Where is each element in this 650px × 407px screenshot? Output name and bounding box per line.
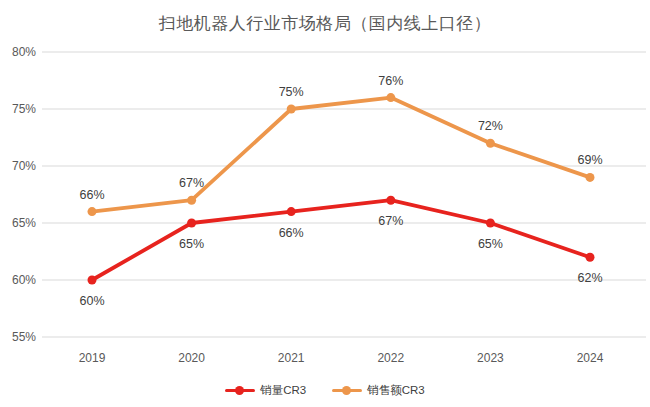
y-axis-tick-label: 60% <box>0 273 36 287</box>
chart-container: 扫地机器人行业市场格局（国内线上口径） 80%75%70%65%60%55% 2… <box>0 0 650 407</box>
data-point-sales-value-cr3-2023 <box>486 139 495 148</box>
data-point-sales-value-cr3-2020 <box>187 196 196 205</box>
y-axis-tick-label: 75% <box>0 102 36 116</box>
x-axis-tick-label: 2022 <box>377 351 404 365</box>
legend-marker-icon <box>225 386 255 395</box>
y-axis-tick-label: 70% <box>0 159 36 173</box>
y-axis-tick-label: 80% <box>0 45 36 59</box>
x-axis-tick-label: 2019 <box>79 351 106 365</box>
data-label-sales-value-cr3-2019: 66% <box>79 188 104 202</box>
data-label-sales-volume-cr3-2020: 65% <box>179 237 204 251</box>
legend-item-sales-volume-cr3: 销量CR3 <box>225 383 306 398</box>
data-point-sales-volume-cr3-2020 <box>187 219 196 228</box>
data-label-sales-value-cr3-2020: 67% <box>179 176 204 190</box>
data-point-sales-value-cr3-2024 <box>586 173 595 182</box>
x-axis-tick-label: 2024 <box>577 351 604 365</box>
data-point-sales-volume-cr3-2021 <box>287 207 296 216</box>
y-axis-tick-label: 65% <box>0 216 36 230</box>
data-label-sales-value-cr3-2021: 75% <box>279 85 304 99</box>
plot-area <box>0 0 650 407</box>
x-axis-tick-label: 2020 <box>178 351 205 365</box>
data-label-sales-volume-cr3-2023: 65% <box>478 237 503 251</box>
legend-item-sales-value-cr3: 销售额CR3 <box>332 383 425 398</box>
legend-label: 销售额CR3 <box>367 383 425 398</box>
series-line-sales-value-cr3 <box>92 98 590 212</box>
data-point-sales-value-cr3-2021 <box>287 105 296 114</box>
data-label-sales-value-cr3-2023: 72% <box>478 119 503 133</box>
data-point-sales-value-cr3-2022 <box>386 93 395 102</box>
legend-label: 销量CR3 <box>260 383 306 398</box>
data-label-sales-volume-cr3-2019: 60% <box>79 294 104 308</box>
series-line-sales-volume-cr3 <box>92 200 590 280</box>
data-label-sales-volume-cr3-2021: 66% <box>279 226 304 240</box>
data-label-sales-volume-cr3-2024: 62% <box>577 271 602 285</box>
legend-dot-icon <box>235 386 244 395</box>
data-point-sales-volume-cr3-2019 <box>88 276 97 285</box>
y-axis-tick-label: 55% <box>0 330 36 344</box>
data-label-sales-volume-cr3-2022: 67% <box>378 214 403 228</box>
x-axis-tick-label: 2023 <box>477 351 504 365</box>
data-point-sales-value-cr3-2019 <box>88 207 97 216</box>
legend: 销量CR3 销售额CR3 <box>0 383 650 398</box>
data-point-sales-volume-cr3-2024 <box>586 253 595 262</box>
legend-dot-icon <box>342 386 351 395</box>
data-point-sales-volume-cr3-2022 <box>386 196 395 205</box>
x-axis-tick-label: 2021 <box>278 351 305 365</box>
data-label-sales-value-cr3-2022: 76% <box>378 74 403 88</box>
legend-marker-icon <box>332 386 362 395</box>
data-point-sales-volume-cr3-2023 <box>486 219 495 228</box>
data-label-sales-value-cr3-2024: 69% <box>577 153 602 167</box>
